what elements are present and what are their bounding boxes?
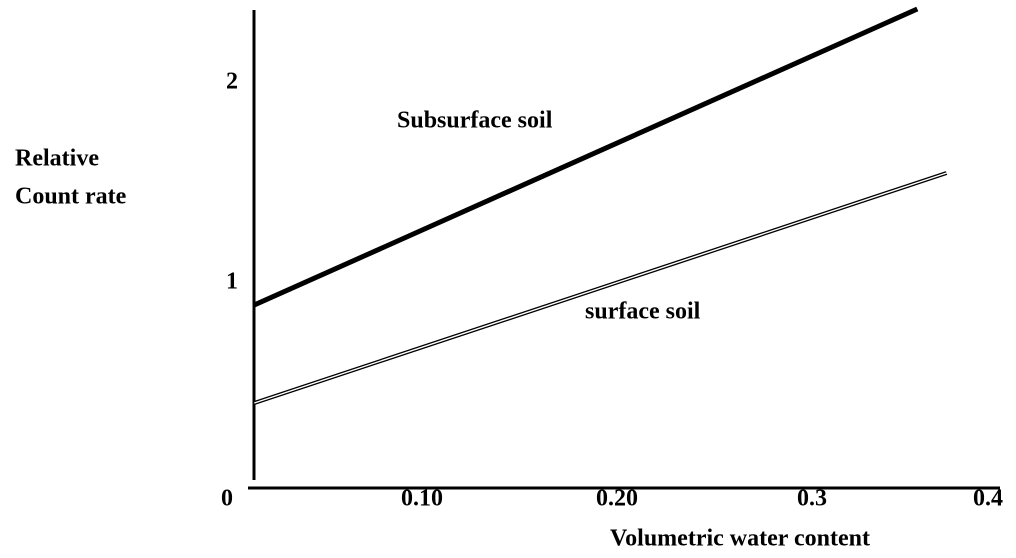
x-axis-label: Volumetric water content <box>610 526 870 552</box>
x-tick-label: 0.3 <box>797 486 827 512</box>
y-tick-label: 1 <box>226 269 238 295</box>
x-tick-label: 0 <box>221 486 233 512</box>
x-tick-label: 0.4 <box>973 486 1003 512</box>
x-tick-label: 0.20 <box>596 486 638 512</box>
series-label: Subsurface soil <box>397 108 553 134</box>
y-axis-label: Count rate <box>15 184 127 210</box>
y-axis-label: Relative <box>15 146 99 172</box>
series-line <box>253 6 919 308</box>
y-tick-label: 2 <box>226 69 238 95</box>
x-tick-label: 0.10 <box>401 486 443 512</box>
series-line-inner <box>254 172 947 404</box>
series-label: surface soil <box>585 299 701 325</box>
